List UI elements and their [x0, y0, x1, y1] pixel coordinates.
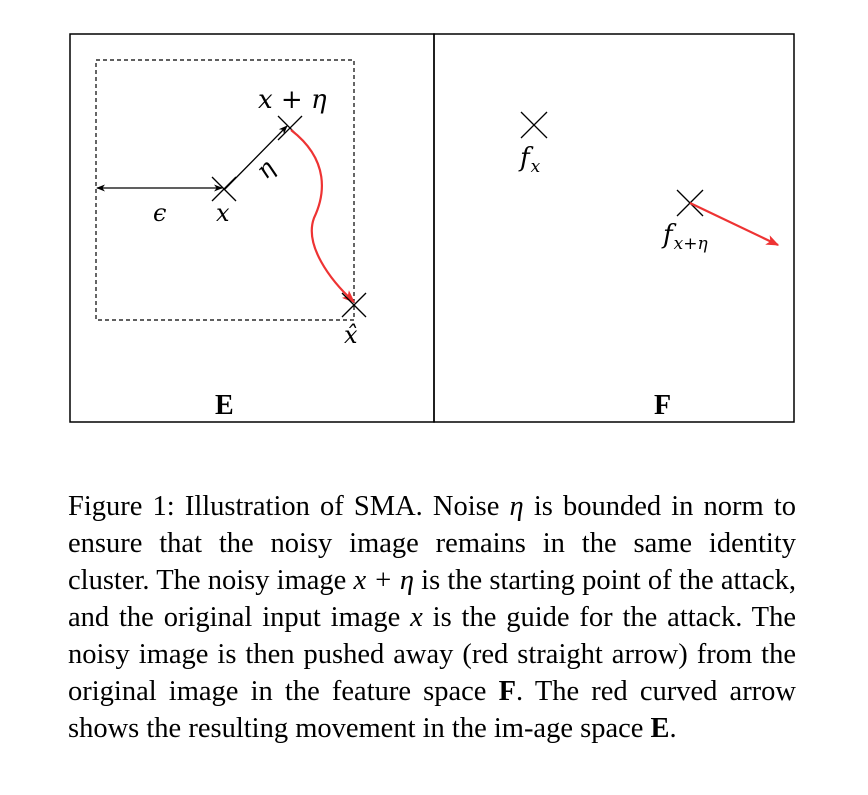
- panel-e-label: E: [215, 390, 234, 421]
- x-label: x: [216, 199, 230, 227]
- straight-push-arrow: [689, 202, 780, 246]
- x-plus-eta-label: x + η: [258, 85, 327, 115]
- epsilon-label: ϵ: [153, 199, 166, 227]
- fx-label: fx: [518, 143, 541, 177]
- eta-arrow: [224, 125, 288, 190]
- epsilon-bound-box: [95, 59, 355, 321]
- figure-caption: Figure 1: Illustration of SMA. Noise η i…: [68, 491, 797, 744]
- curved-movement-arrow: [290, 129, 355, 303]
- x-hat-cross-marker: [341, 292, 367, 318]
- image-space-panel: [69, 33, 435, 423]
- sma-diagram: x + η η ϵ x x̂ E fx fx+η F: [69, 33, 795, 423]
- x-hat-label: x̂: [344, 321, 358, 349]
- fx-cross-marker: [520, 111, 548, 139]
- feature-space-panel: [433, 33, 795, 423]
- panel-f-label: F: [654, 390, 671, 421]
- fx-plus-eta-label: fx+η: [661, 220, 708, 254]
